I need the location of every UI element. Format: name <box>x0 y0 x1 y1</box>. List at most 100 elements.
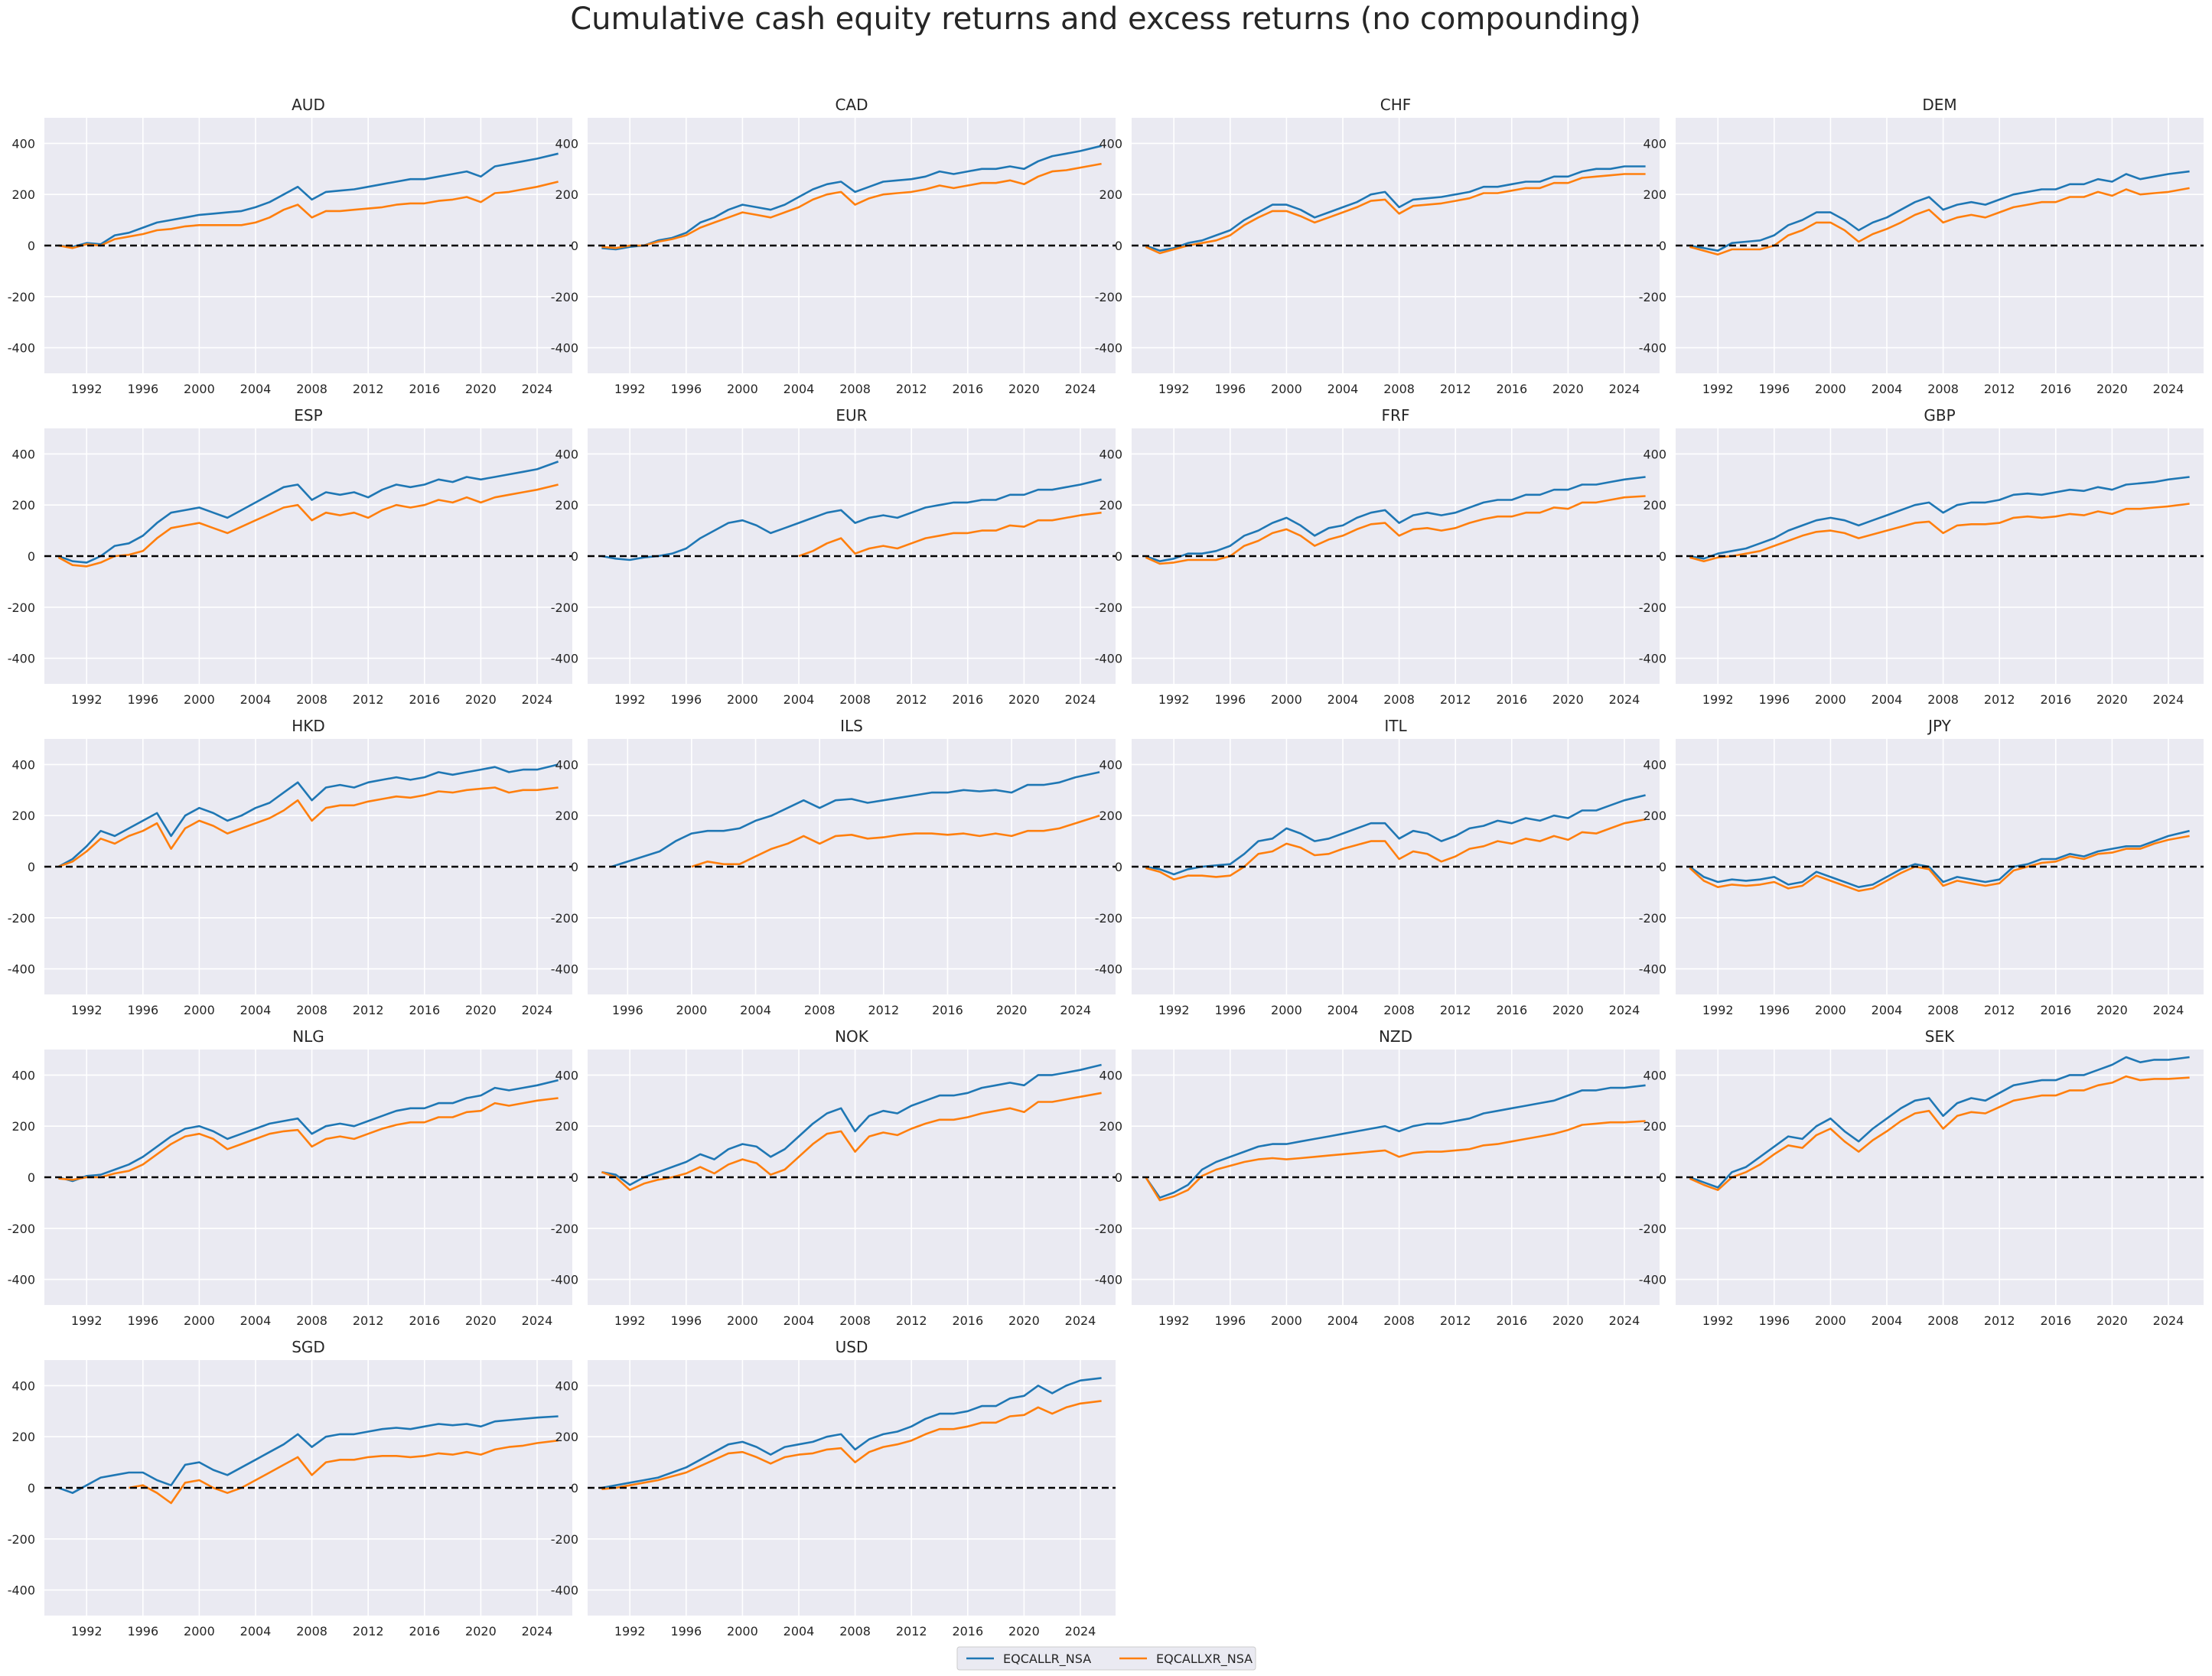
x-tick-label: 2024 <box>2153 692 2184 707</box>
x-tick-label: 2008 <box>1927 692 1959 707</box>
y-tick-label: 0 <box>1659 860 1666 874</box>
series-line-eqcallr-nsa <box>58 152 559 249</box>
x-tick-label: 2016 <box>2040 1313 2071 1328</box>
y-tick-label: 200 <box>11 1430 35 1444</box>
x-tick-label: 1996 <box>127 692 158 707</box>
x-tick-label: 1996 <box>1758 692 1790 707</box>
y-tick-label: -200 <box>551 1222 578 1236</box>
y-tick-label: 0 <box>571 860 578 874</box>
x-tick-label: 2004 <box>1872 1003 1903 1017</box>
y-tick-label: 400 <box>555 1378 578 1393</box>
series-line-eqcallr-nsa <box>601 478 1102 561</box>
panel-esp: 1992 1996 2000 2004 2008 2012 2016 2020 2024-400… <box>8 406 572 707</box>
x-tick-label: 2000 <box>1271 1313 1302 1328</box>
panel-title: CAD <box>835 96 868 114</box>
panel-usd: 1992 1996 2000 2004 2008 2012 2016 2020 2024-400… <box>551 1338 1116 1639</box>
y-tick-label: 200 <box>1099 809 1122 823</box>
y-tick-label: 400 <box>555 447 578 461</box>
series-line-eqcallxr-nsa <box>1689 1075 2190 1191</box>
series-line-eqcallr-nsa <box>601 1063 1102 1186</box>
x-tick-label: 1996 <box>670 382 702 396</box>
x-tick-label: 1992 <box>614 692 646 707</box>
y-tick-label: 0 <box>1659 239 1666 253</box>
x-tick-label: 2000 <box>727 1313 758 1328</box>
panel-title: HKD <box>292 717 325 735</box>
x-tick-label: 2020 <box>465 1313 497 1328</box>
series-line-eqcallxr-nsa <box>601 1400 1102 1490</box>
x-tick-label: 2016 <box>409 1313 440 1328</box>
x-tick-label: 1996 <box>1758 1313 1790 1328</box>
panel-title: EUR <box>836 406 867 425</box>
x-tick-label: 2008 <box>1927 382 1959 396</box>
y-tick-label: 200 <box>555 809 578 823</box>
x-tick-label: 2024 <box>522 1624 553 1639</box>
panel-chf: 1992 1996 2000 2004 2008 2012 2016 2020 2024-400… <box>1095 96 1660 396</box>
x-tick-label: 2008 <box>839 692 871 707</box>
y-tick-label: 200 <box>11 187 35 202</box>
panel-title: SGD <box>292 1338 325 1356</box>
panel-ils: 1996 2000 2004 2008 2012 2016 2020 2024-400-200… <box>551 717 1116 1017</box>
x-tick-label: 2024 <box>522 382 553 396</box>
y-tick-label: 400 <box>11 1378 35 1393</box>
series-line-eqcallr-nsa <box>1145 1084 1646 1199</box>
y-tick-label: -200 <box>1095 911 1122 926</box>
y-tick-label: 400 <box>1099 757 1122 772</box>
panel-title: ITL <box>1384 717 1407 735</box>
legend-frame <box>956 1646 1256 1671</box>
series-line-eqcallxr-nsa <box>58 181 559 249</box>
x-tick-label: 2000 <box>727 1624 758 1639</box>
x-tick-label: 2020 <box>465 692 497 707</box>
y-tick-label: 400 <box>11 136 35 151</box>
y-tick-label: 0 <box>1659 1170 1666 1185</box>
x-tick-label: 2020 <box>1552 1313 1584 1328</box>
x-tick-label: 2008 <box>1383 1313 1415 1328</box>
x-tick-label: 2012 <box>1984 692 2015 707</box>
x-tick-label: 2004 <box>240 1003 272 1017</box>
panel-sek: 1992 1996 2000 2004 2008 2012 2016 2020 2024-400… <box>1639 1027 2204 1328</box>
y-tick-label: 400 <box>1099 1068 1122 1082</box>
x-tick-label: 2024 <box>1065 1313 1096 1328</box>
y-tick-label: -200 <box>1639 290 1666 304</box>
panel-sgd: 1992 1996 2000 2004 2008 2012 2016 2020 2024-400… <box>8 1338 572 1639</box>
series-line-eqcallr-nsa <box>601 145 1102 251</box>
x-tick-label: 2000 <box>1271 382 1302 396</box>
x-tick-label: 2004 <box>1872 382 1903 396</box>
x-tick-label: 2016 <box>952 1313 983 1328</box>
y-tick-label: 0 <box>28 1481 35 1495</box>
legend-label: EQCALLXR_NSA <box>1156 1652 1253 1667</box>
y-tick-label: 400 <box>555 136 578 151</box>
panel-title: FRF <box>1382 406 1410 425</box>
x-tick-label: 2020 <box>2096 1003 2128 1017</box>
x-tick-label: 2008 <box>839 382 871 396</box>
x-tick-label: 2000 <box>1815 692 1846 707</box>
y-tick-label: 400 <box>1099 447 1122 461</box>
series-line-eqcallr-nsa <box>1145 794 1646 876</box>
x-tick-label: 2012 <box>1440 692 1471 707</box>
x-tick-label: 1996 <box>1214 1313 1246 1328</box>
x-tick-label: 2024 <box>2153 1003 2184 1017</box>
panel-title: GBP <box>1924 406 1955 425</box>
panel-itl: 1992 1996 2000 2004 2008 2012 2016 2020 2024-400… <box>1095 717 1660 1017</box>
panel-title: AUD <box>292 96 325 114</box>
y-tick-label: -400 <box>1095 962 1122 977</box>
y-tick-label: -200 <box>8 911 35 926</box>
y-tick-label: -400 <box>8 1583 35 1598</box>
panel-title: ESP <box>294 406 322 425</box>
y-tick-label: 200 <box>1643 187 1666 202</box>
y-tick-label: 400 <box>1099 136 1122 151</box>
y-tick-label: 400 <box>11 757 35 772</box>
x-tick-label: 2008 <box>296 382 327 396</box>
panel-title: ILS <box>840 717 863 735</box>
panel-title: NLG <box>292 1027 324 1046</box>
series-line-eqcallxr-nsa <box>1689 835 2190 892</box>
x-tick-label: 2020 <box>465 1624 497 1639</box>
x-tick-label: 2012 <box>353 1313 384 1328</box>
x-tick-label: 2008 <box>839 1624 871 1639</box>
x-tick-label: 1992 <box>614 1313 646 1328</box>
x-tick-label: 2024 <box>2153 1313 2184 1328</box>
series-line-eqcallr-nsa <box>1145 476 1646 563</box>
series-line-eqcallxr-nsa <box>601 1092 1102 1191</box>
y-tick-label: 200 <box>1643 1119 1666 1134</box>
x-tick-label: 2000 <box>1815 1313 1846 1328</box>
panel-title: NZD <box>1379 1027 1412 1046</box>
